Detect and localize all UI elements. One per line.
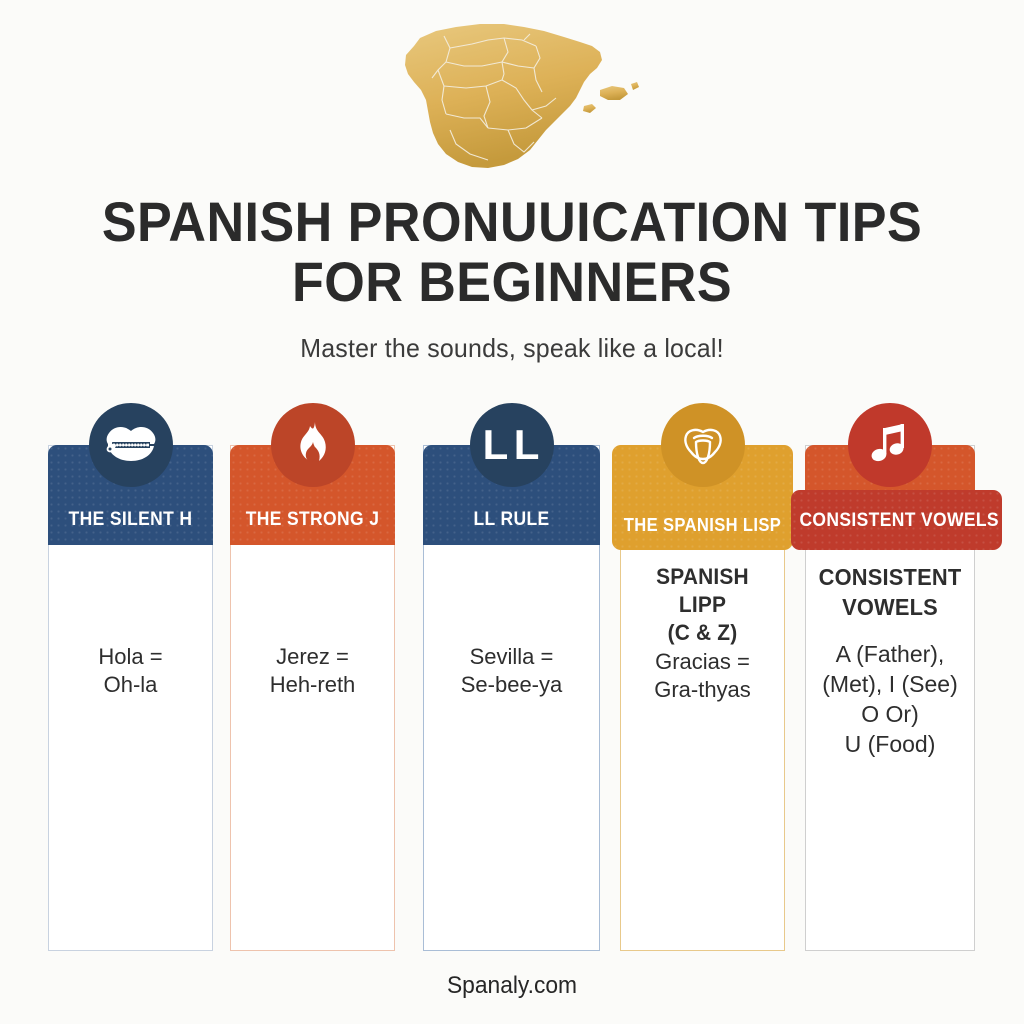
- card-lead-text: SPANISH LIPP (C & Z): [656, 564, 749, 646]
- tongue-glyph: [683, 428, 722, 465]
- spain-map-illustration: [0, 18, 1024, 178]
- tip-card-spanish-lisp[interactable]: THE SPANISH LISP SPANISH LIPP (C & Z) Gr…: [612, 403, 793, 951]
- page-subtitle: Master the sounds, speak like a local!: [300, 333, 724, 363]
- tip-card-ll-rule[interactable]: LL RULE L L Sevilla = Se-bee-ya: [423, 403, 600, 951]
- spain-map-icon: [405, 24, 639, 168]
- flame-icon: [270, 403, 355, 487]
- ll-letters-glyph: L L: [482, 421, 541, 468]
- card-title: THE SPANISH LISP: [623, 515, 782, 535]
- tip-card-strong-j[interactable]: THE STRONG J Jerez = Heh-reth: [230, 403, 395, 951]
- zipped-lips-icon: [88, 403, 173, 487]
- ll-letters-icon: L L: [469, 403, 554, 487]
- footer-site-name[interactable]: Spanaly.com: [446, 972, 578, 999]
- card-title: LL RULE: [473, 509, 550, 530]
- zipped-lips-glyph: [106, 427, 155, 461]
- card-text: Hola = Oh-la: [98, 644, 163, 698]
- card-text: Gracias = Gra-thyas: [654, 649, 751, 703]
- page-title: SPANISH PRONUUICATION TIPS FOR BEGINNERS: [101, 190, 923, 313]
- flame-glyph: [299, 422, 326, 462]
- music-note-glyph: [871, 424, 904, 462]
- card-header-bar: CONSISTENT VOWELS: [791, 490, 1002, 550]
- card-title: THE SILENT H: [68, 509, 193, 530]
- tip-card-silent-h[interactable]: THE SILENT H: [48, 403, 213, 951]
- card-title: THE STRONG J: [245, 509, 380, 530]
- card-text: Jerez = Heh-reth: [269, 644, 356, 698]
- card-title: CONSISTENT VOWELS: [799, 510, 999, 531]
- music-note-icon: [848, 403, 932, 487]
- tongue-icon: [660, 403, 745, 487]
- card-text: A (Father), (Met), I (See) O Or) U (Food…: [822, 641, 958, 757]
- card-lead-text: CONSISTENT VOWELS: [818, 564, 962, 620]
- card-text: Sevilla = Se-bee-ya: [460, 644, 563, 698]
- tip-card-consistent-vowels[interactable]: CONSISTENT VOWELS CONSISTENT VOWELS A (F…: [791, 403, 1002, 951]
